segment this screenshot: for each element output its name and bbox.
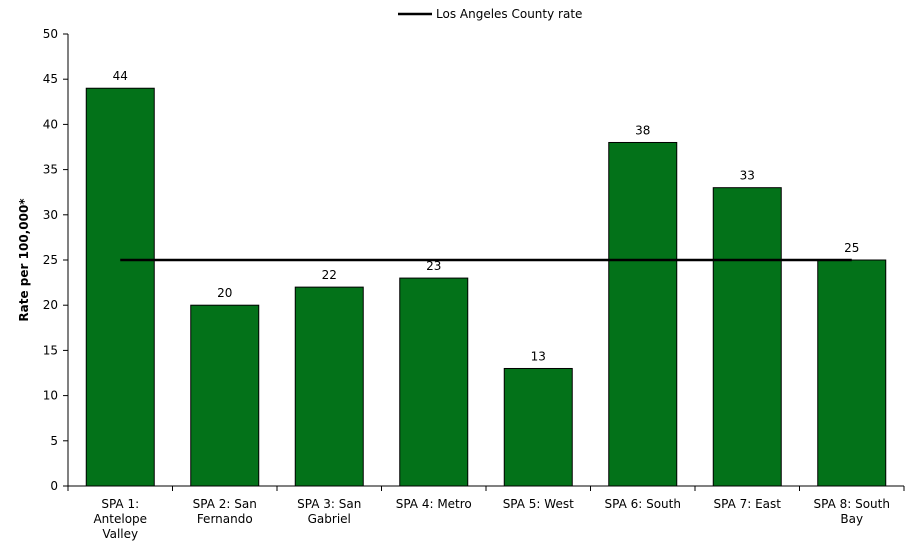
bar bbox=[85, 87, 155, 487]
bar bbox=[399, 277, 469, 487]
x-tick-label: SPA 4: Metro bbox=[396, 497, 472, 511]
x-tick-label: SPA 2: San Fernando bbox=[193, 497, 257, 526]
x-tick-label: SPA 1: Antelope Valley bbox=[93, 497, 147, 541]
bar bbox=[190, 304, 260, 487]
bar bbox=[817, 259, 887, 487]
data-label: 25 bbox=[844, 241, 859, 255]
y-tick-label: 5 bbox=[50, 434, 58, 448]
x-tick-label: SPA 6: South bbox=[605, 497, 681, 511]
bar bbox=[503, 367, 573, 487]
bar bbox=[712, 187, 782, 487]
y-tick-label: 10 bbox=[43, 389, 58, 403]
y-tick-label: 40 bbox=[43, 117, 58, 131]
y-axis-label: Rate per 100,000* bbox=[17, 198, 31, 322]
y-tick-label: 0 bbox=[50, 479, 58, 493]
data-label: 20 bbox=[217, 286, 232, 300]
data-label: 23 bbox=[426, 259, 441, 273]
y-tick-label: 45 bbox=[43, 72, 58, 86]
legend-label: Los Angeles County rate bbox=[436, 7, 582, 21]
data-label: 13 bbox=[531, 349, 546, 363]
bar bbox=[294, 286, 364, 487]
data-label: 44 bbox=[113, 69, 128, 83]
x-tick-label: SPA 7: East bbox=[714, 497, 782, 511]
bar bbox=[608, 141, 678, 487]
y-tick-label: 30 bbox=[43, 208, 58, 222]
x-tick-label: SPA 5: West bbox=[503, 497, 574, 511]
data-label: 38 bbox=[635, 123, 650, 137]
y-tick-label: 50 bbox=[43, 27, 58, 41]
y-tick-label: 35 bbox=[43, 163, 58, 177]
y-tick-label: 20 bbox=[43, 298, 58, 312]
x-tick-label: SPA 8: South Bay bbox=[814, 497, 890, 526]
x-tick-label: SPA 3: San Gabriel bbox=[297, 497, 361, 526]
data-label: 33 bbox=[740, 169, 755, 183]
y-tick-label: 15 bbox=[43, 343, 58, 357]
data-label: 22 bbox=[322, 268, 337, 282]
y-tick-label: 25 bbox=[43, 253, 58, 267]
